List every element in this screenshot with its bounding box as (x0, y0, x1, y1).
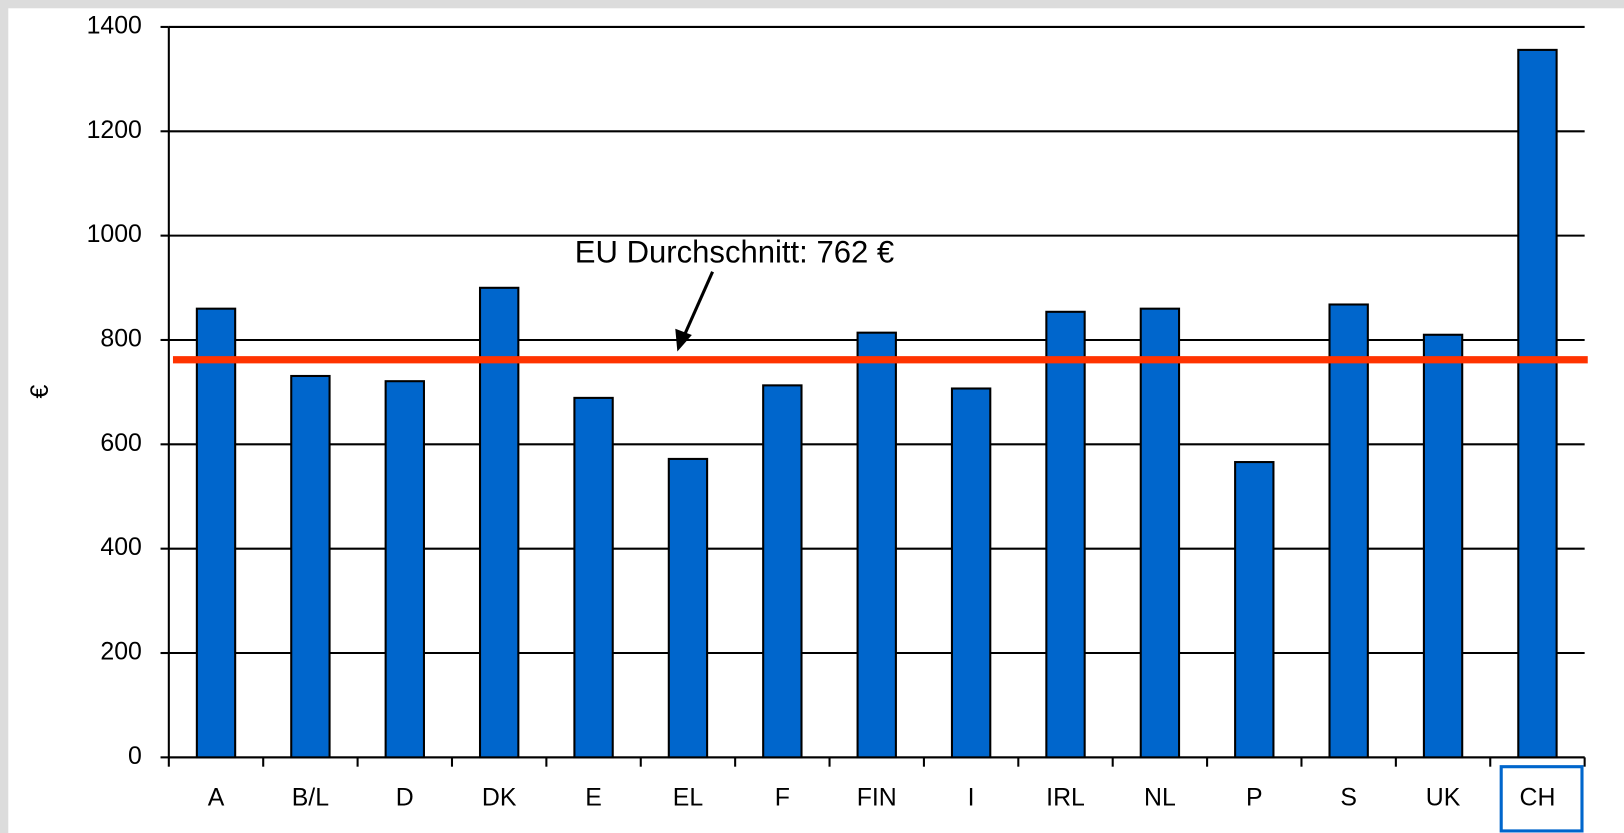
x-tick-label: I (968, 783, 975, 811)
y-tick-label: 400 (100, 533, 141, 561)
y-tick-label: 1000 (87, 220, 142, 248)
y-tick-label: 800 (100, 325, 141, 353)
x-tick-label: EL (673, 783, 703, 811)
x-tick-label: FIN (857, 783, 897, 811)
annotation-arrow (682, 271, 714, 338)
annotation-arrowhead (675, 328, 692, 352)
bar (384, 380, 425, 759)
bar (478, 286, 520, 759)
x-tick-label: F (775, 783, 790, 811)
x-tick-label: A (208, 783, 225, 811)
bar (1517, 48, 1558, 759)
bar (290, 374, 331, 759)
x-tick-label: UK (1426, 783, 1461, 811)
y-tick-label: 600 (100, 429, 141, 457)
bar (856, 331, 897, 759)
bar (1234, 461, 1275, 759)
x-tick-label: IRL (1046, 783, 1085, 811)
annotation: EU Durchschnitt: 762 € (575, 234, 894, 269)
bar (1045, 310, 1086, 759)
x-tick-label: D (396, 783, 414, 811)
x-tick-label: CH (1519, 783, 1555, 811)
x-tick-label: E (585, 783, 602, 811)
y-tick-label: 0 (128, 742, 142, 770)
x-tick-label: S (1340, 783, 1357, 811)
x-tick-label: NL (1144, 783, 1176, 811)
y-tick-label: 1200 (87, 116, 142, 144)
y-tick-label: 200 (100, 638, 141, 666)
x-tick-label: DK (482, 783, 517, 811)
y-axis-label: € (26, 385, 54, 399)
bar (195, 307, 237, 759)
bar (1422, 333, 1464, 759)
y-tick-label: 1400 (87, 11, 142, 39)
bar (762, 384, 803, 759)
bar (573, 396, 614, 759)
bar (667, 457, 709, 759)
bar (950, 387, 992, 759)
highlight-box (1499, 765, 1584, 833)
bar (1328, 303, 1369, 759)
x-tick-label: P (1246, 783, 1263, 811)
bar (1139, 307, 1181, 759)
x-tick-label: B/L (292, 783, 329, 811)
